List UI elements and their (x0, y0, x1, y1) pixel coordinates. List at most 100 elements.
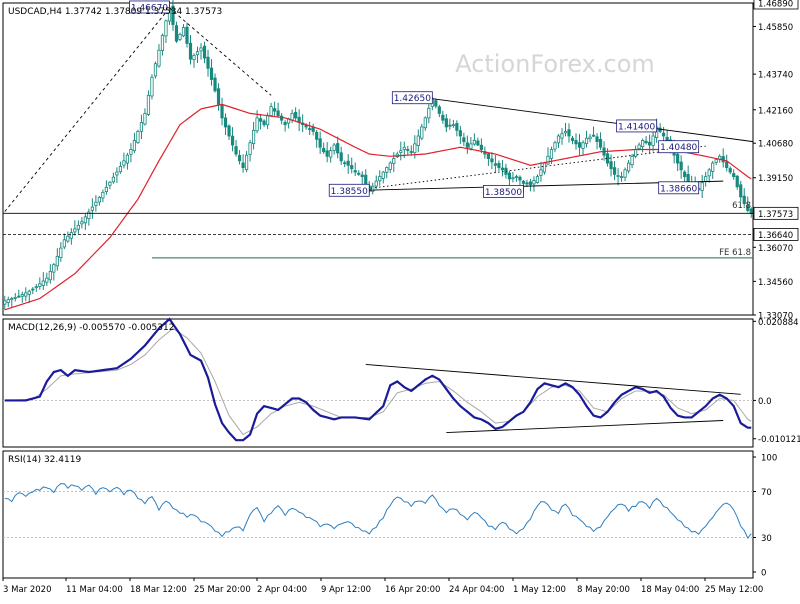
annotation-label: 1.41400 (618, 122, 655, 132)
candle-body (24, 292, 28, 297)
annotation-box (483, 185, 524, 198)
macd-axis-label: 0.0 (758, 397, 772, 407)
price-axis-label: 1.42160 (758, 106, 793, 116)
watermark: ActionForex.com (455, 50, 655, 78)
price-trendline (432, 98, 754, 143)
candle-body (13, 296, 17, 299)
candle-body (220, 104, 224, 119)
candle-body (206, 56, 210, 69)
candle-body (641, 140, 645, 147)
candle-body (202, 45, 207, 59)
price-axis-label: 1.46890 (758, 0, 793, 10)
candle-body (662, 132, 666, 137)
candle-body (570, 137, 575, 141)
candle-body (609, 161, 613, 170)
x-axis-label: 11 Mar 04:00 (66, 585, 123, 595)
candle-body (146, 94, 151, 115)
x-axis-label: 1 May 12:00 (513, 585, 566, 595)
candle-body (420, 126, 424, 139)
candle-body (591, 134, 596, 137)
annotation-box (129, 0, 170, 14)
candle-body (255, 117, 259, 132)
macd-line (4, 317, 752, 442)
annotation-label: 1.40480 (660, 143, 697, 153)
candle-body (104, 186, 108, 192)
price-axis-label: 1.39150 (758, 174, 793, 184)
candle-body (213, 77, 217, 92)
candle-body (192, 55, 196, 60)
candle-body (195, 51, 200, 56)
annotation-box (328, 183, 370, 197)
price-chart-title: USDCAD,H4 1.37742 1.37809 1.37534 1.3757… (8, 7, 222, 17)
candle-body (48, 271, 52, 281)
candle-body (392, 158, 396, 164)
macd-pane-frame (2, 318, 754, 448)
candle-body (150, 76, 154, 97)
candle-body (469, 143, 473, 150)
candle-body (41, 280, 45, 286)
candle-body (371, 185, 375, 192)
candle-body (230, 135, 235, 146)
candle-body (69, 232, 73, 239)
candle-body (683, 171, 687, 178)
candle-body (38, 283, 42, 287)
annotation-box (658, 181, 700, 195)
candle-body (45, 277, 49, 283)
candle-body (714, 159, 718, 163)
candle-body (62, 239, 66, 248)
candle-body (500, 167, 505, 171)
annotation-box (616, 119, 658, 133)
candle-body (532, 180, 536, 185)
candle-body (216, 88, 221, 105)
candle-body (427, 107, 431, 119)
candle-body (248, 142, 252, 155)
candle-body (17, 295, 21, 298)
candle-body (725, 161, 729, 168)
candle-body (556, 135, 561, 144)
candle-body (630, 155, 634, 166)
candle-body (441, 114, 445, 121)
annotation-label: 1.38500 (485, 188, 522, 198)
candle-body (493, 163, 498, 166)
candle-body (350, 165, 354, 170)
x-axis-label: 25 Mar 20:00 (194, 585, 251, 595)
candle-body (490, 158, 494, 163)
candle-body (626, 162, 631, 172)
rsi-title: RSI(14) 32.4119 (8, 455, 81, 465)
candle-body (115, 171, 119, 176)
price-axis-label: 1.40680 (758, 140, 793, 150)
candle-body (73, 228, 77, 233)
candle-body (598, 139, 603, 148)
candle-body (612, 167, 617, 175)
candle-body (563, 131, 568, 134)
candle-body (290, 112, 294, 121)
candle-body (444, 118, 448, 128)
price-axis-label: 1.43740 (758, 71, 793, 81)
candle-body (514, 176, 519, 179)
candle-body (360, 174, 364, 178)
candle-body (476, 140, 480, 146)
candle-body (574, 140, 578, 145)
candle-body (153, 63, 158, 77)
price-axis-label: 1.45850 (758, 23, 793, 33)
candle-body (308, 128, 312, 130)
candle-body (707, 169, 711, 177)
candle-body (125, 154, 130, 164)
candle-body (269, 106, 273, 117)
x-axis-label: 9 Apr 12:00 (321, 585, 371, 595)
candle-body (511, 177, 515, 180)
rsi-axis-label: 0 (761, 569, 766, 579)
candle-body (143, 112, 147, 125)
candle-body (34, 286, 38, 289)
candle-body (416, 135, 420, 146)
candle-body (139, 122, 144, 132)
candle-body (595, 136, 599, 143)
price-axis-label: 1.34560 (758, 278, 793, 288)
candle-body (402, 146, 406, 150)
candle-body (343, 162, 347, 165)
candle-body (258, 118, 263, 122)
candle-body (546, 155, 550, 165)
candle-body (31, 288, 35, 291)
candle-body (315, 131, 319, 140)
candle-body (10, 298, 14, 301)
